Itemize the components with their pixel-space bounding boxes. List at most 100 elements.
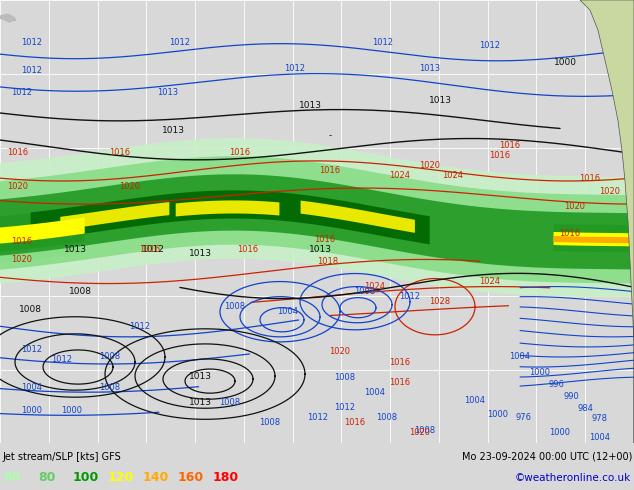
Polygon shape	[301, 200, 415, 233]
Text: 1013: 1013	[309, 245, 332, 254]
Text: 60: 60	[3, 471, 20, 484]
Polygon shape	[0, 193, 85, 263]
Text: 1024: 1024	[479, 277, 500, 286]
Text: 1008: 1008	[335, 372, 356, 382]
Text: 1012: 1012	[129, 322, 150, 331]
Text: 1012: 1012	[22, 38, 42, 47]
Text: 1016: 1016	[559, 229, 581, 238]
Text: 1016: 1016	[500, 141, 521, 150]
Text: 140: 140	[143, 471, 169, 484]
Text: 1020: 1020	[8, 181, 29, 191]
Text: 1018: 1018	[318, 257, 339, 266]
Text: 1012: 1012	[169, 38, 190, 47]
Text: 1016: 1016	[389, 378, 411, 387]
Polygon shape	[553, 199, 634, 270]
Text: 1013: 1013	[162, 126, 184, 135]
Text: 1016: 1016	[110, 148, 131, 157]
Text: 1004: 1004	[465, 396, 486, 405]
Text: 1020: 1020	[600, 187, 621, 196]
Text: 1024: 1024	[365, 282, 385, 291]
Text: 1020: 1020	[410, 428, 430, 437]
Text: 1013: 1013	[188, 371, 212, 381]
Polygon shape	[30, 191, 430, 245]
Text: 1004: 1004	[590, 433, 611, 442]
Text: 120: 120	[108, 471, 134, 484]
Text: 1012: 1012	[479, 41, 500, 50]
Text: 1020: 1020	[11, 255, 32, 264]
Text: 1000: 1000	[553, 58, 576, 67]
Text: 976: 976	[515, 413, 531, 422]
Polygon shape	[0, 206, 85, 252]
Polygon shape	[0, 174, 634, 270]
Text: 1008: 1008	[68, 287, 91, 296]
Text: 1008: 1008	[354, 287, 375, 296]
Text: 1012: 1012	[22, 66, 42, 75]
Text: 1012: 1012	[399, 292, 420, 301]
Text: 1000: 1000	[488, 410, 508, 419]
Text: 1016: 1016	[139, 245, 160, 254]
Text: 1012: 1012	[285, 64, 306, 73]
Text: 1000: 1000	[22, 406, 42, 415]
Text: 1012: 1012	[335, 403, 356, 412]
Text: 1012: 1012	[11, 88, 32, 97]
Polygon shape	[553, 213, 634, 260]
Text: 1000: 1000	[529, 368, 550, 376]
Polygon shape	[580, 0, 634, 443]
Text: ©weatheronline.co.uk: ©weatheronline.co.uk	[515, 473, 631, 483]
Polygon shape	[0, 176, 85, 275]
Text: 1020: 1020	[564, 202, 586, 211]
Text: 1013: 1013	[420, 64, 441, 73]
Text: 1000: 1000	[61, 406, 82, 415]
Text: 1016: 1016	[320, 167, 340, 175]
Text: 100: 100	[73, 471, 100, 484]
Text: 1013: 1013	[188, 249, 212, 258]
Text: 1013: 1013	[157, 88, 179, 97]
Text: 1013: 1013	[188, 398, 212, 407]
Text: 1012: 1012	[373, 38, 394, 47]
Text: 984: 984	[577, 404, 593, 413]
Text: 1008: 1008	[219, 398, 240, 407]
Text: 1016: 1016	[11, 237, 32, 246]
Text: 978: 978	[592, 414, 608, 423]
Polygon shape	[60, 202, 169, 230]
Polygon shape	[553, 236, 634, 244]
Text: 1020: 1020	[420, 161, 441, 171]
Text: 1028: 1028	[429, 297, 451, 306]
Text: 1008: 1008	[224, 302, 245, 311]
Text: Mo 23-09-2024 00:00 UTC (12+00): Mo 23-09-2024 00:00 UTC (12+00)	[462, 452, 632, 462]
Text: 1024: 1024	[389, 172, 410, 180]
Text: 1004: 1004	[278, 307, 299, 316]
Text: 1013: 1013	[429, 96, 451, 105]
Text: 1016: 1016	[8, 148, 29, 157]
Polygon shape	[0, 156, 634, 284]
Text: 1008: 1008	[415, 426, 436, 435]
Text: 990: 990	[563, 392, 579, 401]
Text: 1024: 1024	[443, 172, 463, 180]
Text: 1008: 1008	[18, 305, 41, 314]
Text: 1000: 1000	[550, 428, 571, 437]
Text: 1004: 1004	[365, 388, 385, 397]
Polygon shape	[0, 218, 85, 244]
Text: 1016: 1016	[489, 151, 510, 160]
Text: 1016: 1016	[238, 245, 259, 254]
Text: 1016: 1016	[579, 174, 600, 183]
Text: 1012: 1012	[51, 355, 72, 365]
Text: 1016: 1016	[389, 358, 411, 367]
Polygon shape	[553, 224, 634, 252]
Polygon shape	[0, 138, 634, 297]
Text: 80: 80	[38, 471, 55, 484]
Text: 1008: 1008	[100, 352, 120, 362]
Text: 1008: 1008	[259, 418, 281, 427]
Text: 1004: 1004	[510, 352, 531, 362]
Text: 1004: 1004	[22, 383, 42, 392]
Polygon shape	[0, 14, 15, 22]
Text: 180: 180	[213, 471, 239, 484]
Polygon shape	[553, 232, 634, 246]
Text: 1012: 1012	[307, 413, 328, 422]
Text: 1020: 1020	[330, 347, 351, 356]
Text: -: -	[328, 131, 332, 140]
Text: Jet stream/SLP [kts] GFS: Jet stream/SLP [kts] GFS	[2, 452, 120, 462]
Text: 1012: 1012	[22, 345, 42, 354]
Text: 1016: 1016	[230, 148, 250, 157]
Text: 1008: 1008	[100, 383, 120, 392]
